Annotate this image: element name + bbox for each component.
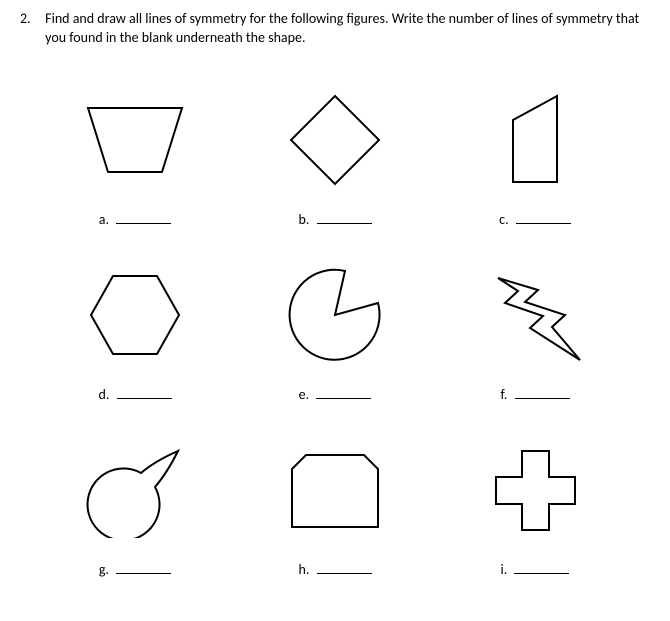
label-a: a. [99, 211, 171, 228]
label-i: i. [501, 561, 570, 578]
cell-c: c. [435, 75, 635, 250]
label-c-text: c. [499, 211, 508, 228]
label-h: h. [298, 561, 371, 578]
cell-g: g. [35, 425, 235, 600]
cell-i: i. [435, 425, 635, 600]
blank-d[interactable] [117, 398, 172, 399]
cell-f: f. [435, 250, 635, 425]
label-g: g. [99, 561, 171, 578]
cell-e: e. [235, 250, 435, 425]
label-i-text: i. [501, 561, 508, 578]
shape-teardrop [83, 425, 188, 555]
shape-trapezoid [80, 75, 190, 205]
label-h-text: h. [298, 561, 309, 578]
question-number: 2. [20, 10, 42, 27]
label-d: d. [98, 386, 171, 403]
blank-h[interactable] [317, 573, 372, 574]
label-e-text: e. [299, 386, 310, 403]
blank-g[interactable] [116, 573, 171, 574]
shape-diamond [285, 75, 385, 205]
cell-b: b. [235, 75, 435, 250]
blank-b[interactable] [317, 223, 372, 224]
label-f-text: f. [500, 386, 507, 403]
label-e: e. [299, 386, 372, 403]
label-f: f. [500, 386, 569, 403]
shape-circle-notch [285, 250, 385, 380]
cell-d: d. [35, 250, 235, 425]
label-d-text: d. [98, 386, 109, 403]
cell-h: h. [235, 425, 435, 600]
shapes-grid: a. b. c. [35, 75, 635, 600]
label-c: c. [499, 211, 571, 228]
label-b-text: b. [298, 211, 309, 228]
blank-c[interactable] [516, 223, 571, 224]
shape-lightning [480, 250, 590, 380]
shape-clipped-rect [280, 425, 390, 555]
blank-f[interactable] [515, 398, 570, 399]
shape-plus [488, 425, 583, 555]
cell-a: a. [35, 75, 235, 250]
shape-quadrilateral [495, 75, 575, 205]
question-text: Find and draw all lines of symmetry for … [45, 10, 645, 48]
shape-hexagon [85, 250, 185, 380]
label-a-text: a. [99, 211, 109, 228]
blank-i[interactable] [514, 573, 569, 574]
blank-a[interactable] [116, 223, 171, 224]
question-instruction: 2. Find and draw all lines of symmetry f… [20, 10, 650, 48]
label-b: b. [298, 211, 371, 228]
blank-e[interactable] [316, 398, 371, 399]
label-g-text: g. [99, 561, 109, 578]
